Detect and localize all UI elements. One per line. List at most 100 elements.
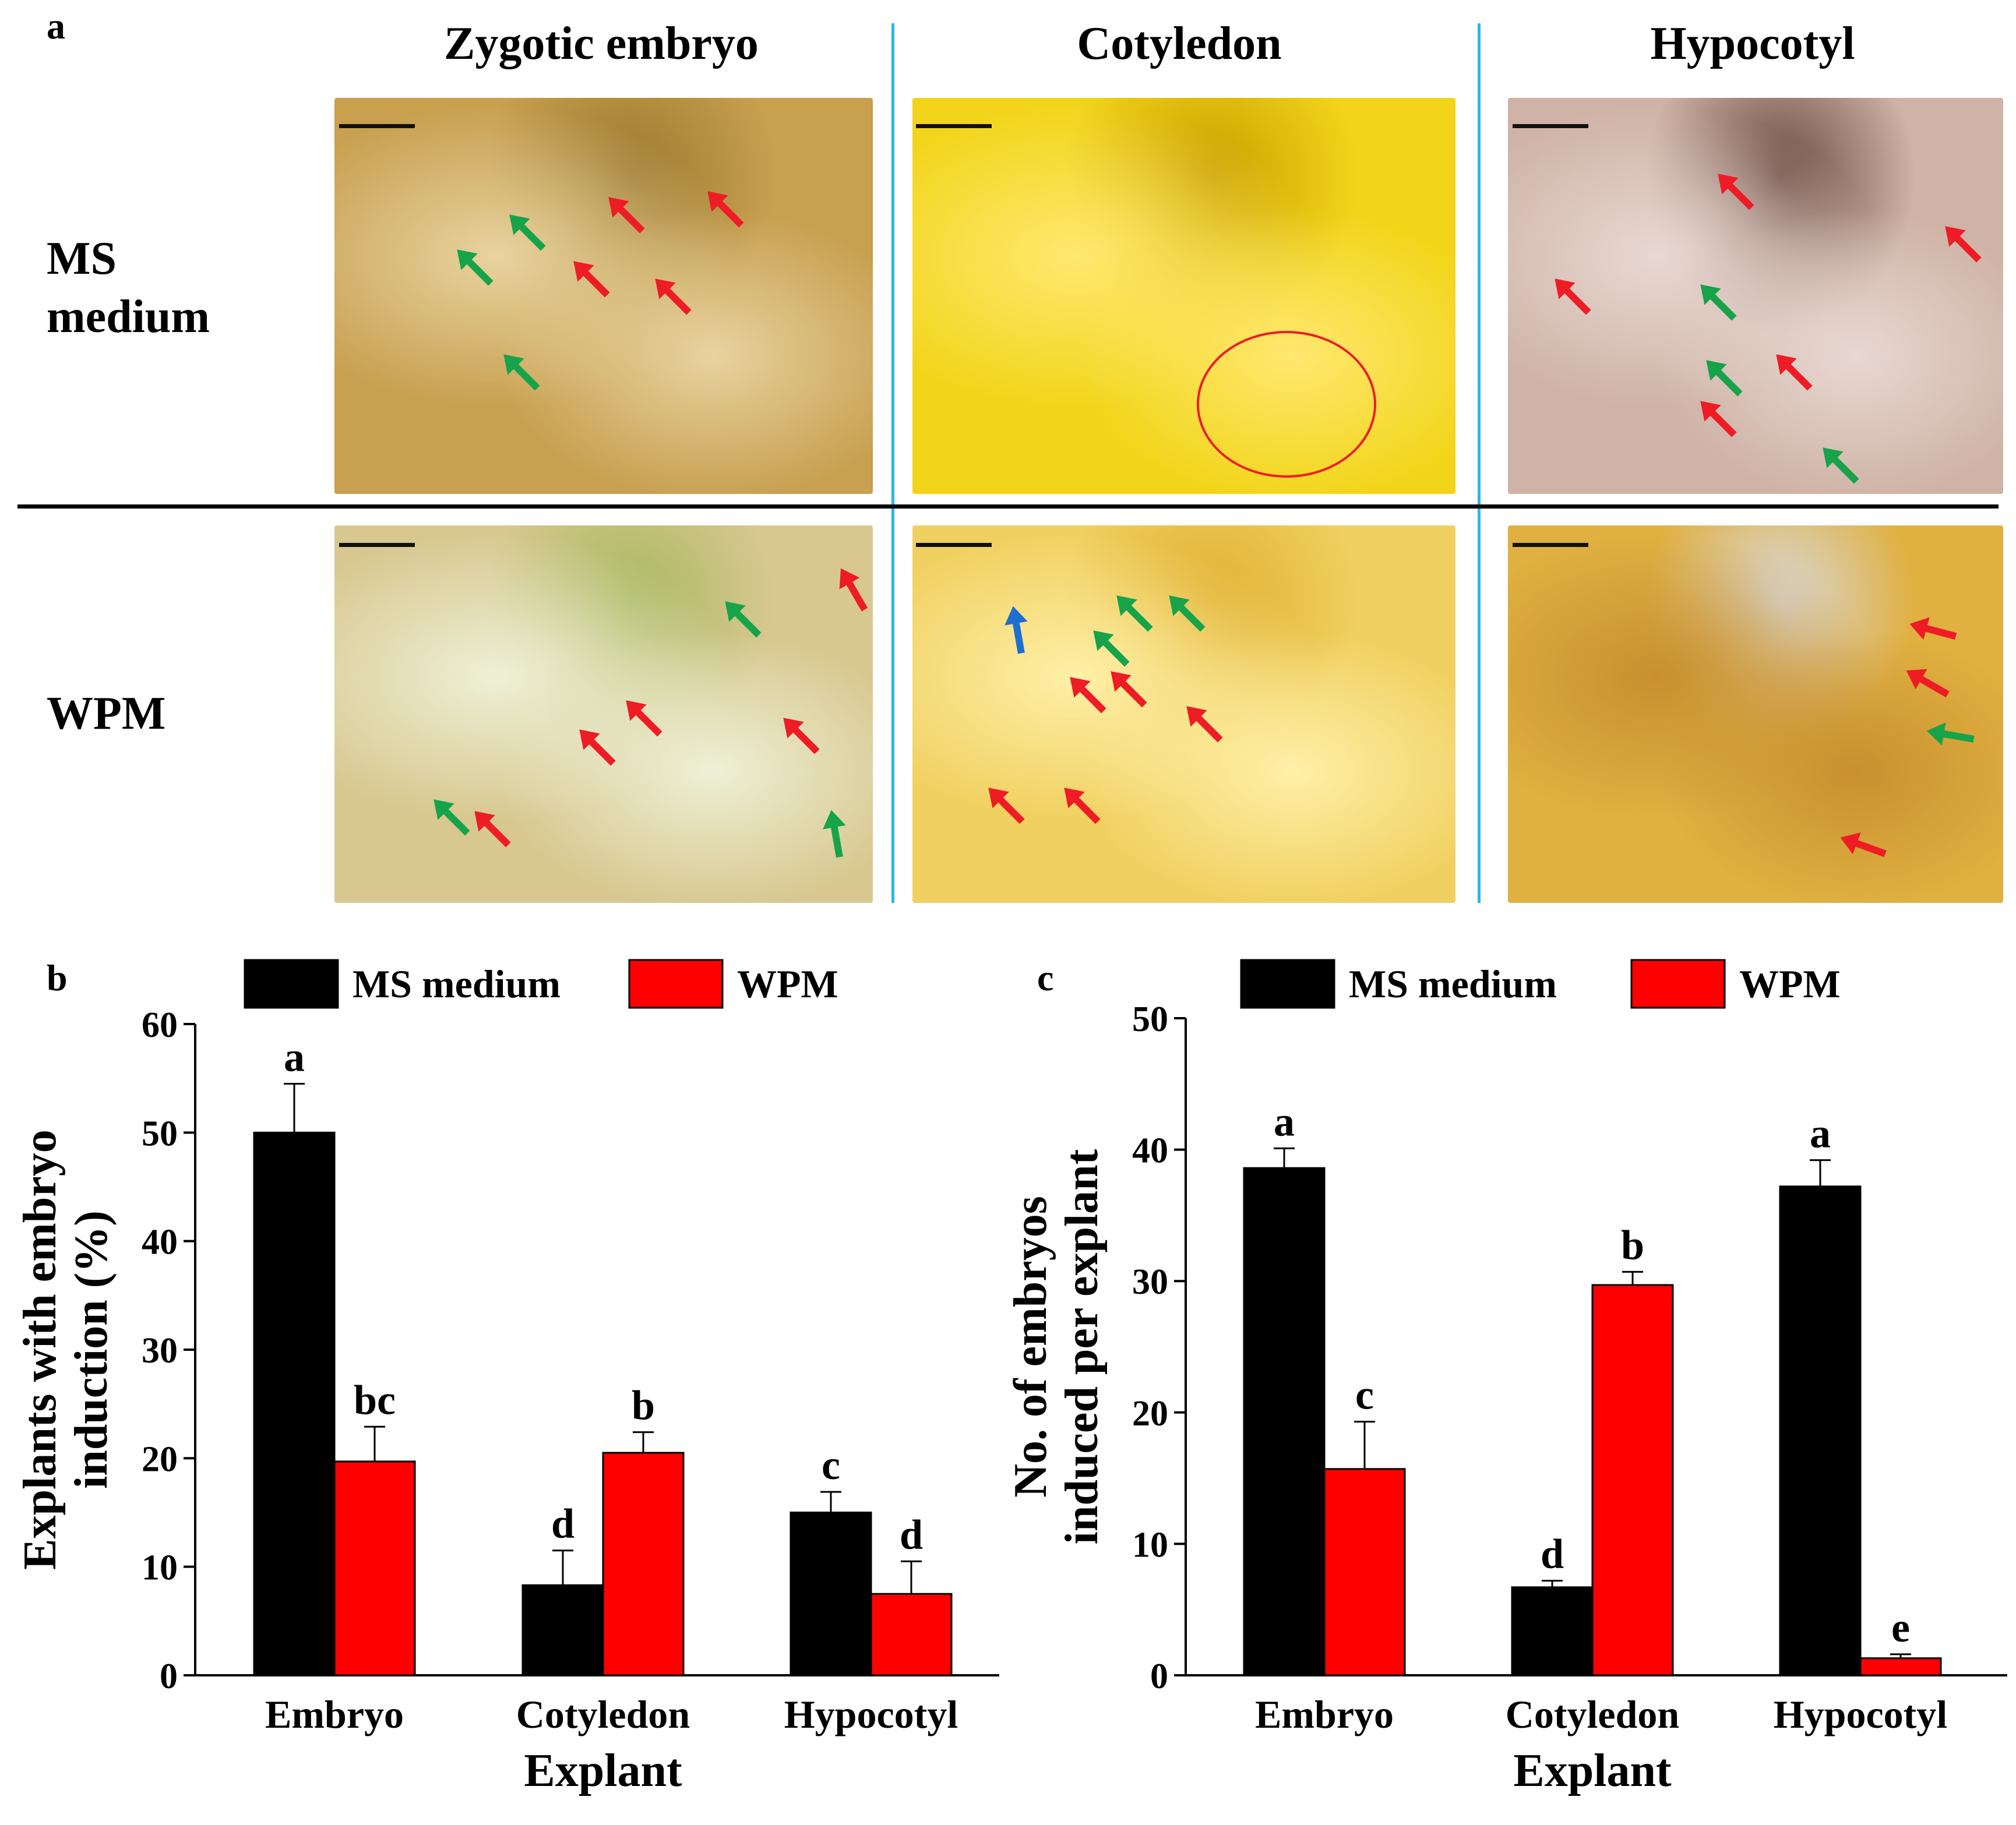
red-arrow-icon [655,278,692,315]
significance-letter: b [632,1382,655,1429]
panel-a-letter: a [47,5,65,47]
bar-wpm-cotyledon [602,1452,685,1676]
significance-letter: d [1541,1531,1564,1577]
bar-ms-medium-embryo [1243,1167,1326,1676]
y-tick-label: 20 [142,1439,178,1479]
green-arrow-icon [1093,630,1130,667]
y-tick-label: 0 [1150,1657,1168,1696]
row-label-ms-line1: MS [47,233,117,284]
photo-wpm-cotyledon [912,525,1455,903]
red-arrow-icon [573,261,610,298]
red-arrow-icon [1909,617,1957,640]
scale-bar [916,543,992,547]
photo-ms-zygotic-embryo [334,98,873,494]
significance-letter: a [1274,1098,1295,1145]
red-arrow-icon [1186,706,1223,743]
row-label-ms-medium: MS medium [47,230,210,346]
y-tick-label: 40 [1132,1131,1168,1171]
x-tick-label-hypocotyl: Hypocotyl [1774,1692,1947,1736]
significance-letter: c [822,1442,840,1488]
red-arrow-icon [608,197,645,234]
legend-swatch-0 [1240,959,1335,1009]
green-arrow-icon [1823,447,1859,484]
row-divider [17,504,1999,509]
scale-bar [339,124,415,128]
panel-c-letter: c [1037,957,1053,998]
x-tick-label-embryo: Embryo [265,1692,404,1736]
red-arrow-icon [1840,832,1887,857]
legend-label-0: MS medium [353,962,561,1006]
column-divider-2 [1478,23,1481,903]
row-label-ms-line2: medium [47,291,210,343]
red-arrow-icon [474,811,511,848]
scale-bar [1513,124,1588,128]
red-arrow-icon [707,191,744,228]
green-arrow-icon [1926,722,1975,746]
bar-wpm-embryo [333,1460,416,1676]
scale-bar [339,543,415,547]
scale-bar [1513,543,1588,547]
x-tick-label-hypocotyl: Hypocotyl [784,1692,958,1736]
x-axis-label: Explant [524,1745,682,1796]
bar-ms-medium-embryo [253,1131,336,1676]
green-arrow-icon [509,214,546,251]
y-tick-label: 30 [1132,1262,1168,1302]
column-title-cotyledon: Cotyledon [1077,18,1282,69]
significance-letter: c [1355,1372,1374,1418]
y-tick-label: 60 [142,1005,178,1045]
y-tick-label: 50 [1132,1000,1168,1039]
red-arrow-icon [1064,788,1101,824]
legend-swatch-0 [244,959,339,1009]
green-arrow-icon [1706,360,1743,397]
red-arrow-icon [1718,174,1754,210]
chart-b: b MS medium WPM 0 10 20 30 40 50 60 Explants with … [15,957,999,1796]
green-arrow-icon [725,601,762,638]
green-arrow-icon [457,249,494,286]
y-tick-label: 50 [142,1114,178,1153]
bar-ms-medium-cotyledon [1511,1586,1594,1676]
red-arrow-icon [839,568,868,612]
legend-swatch-1 [628,959,724,1009]
legend-label-1: WPM [1739,962,1841,1006]
red-arrow-icon [1070,677,1106,714]
row-label-wpm: WPM [47,684,165,743]
column-title-zygotic-embryo: Zygotic embryo [444,18,759,69]
scale-bar [916,124,992,128]
green-arrow-icon [1116,595,1153,632]
significance-letter: b [1621,1222,1644,1268]
bar-ms-medium-hypocotyl [790,1512,872,1676]
y-tick-label: 20 [1132,1394,1168,1434]
bar-ms-medium-cotyledon [521,1584,604,1676]
green-arrow-icon [503,354,540,391]
red-arrow-icon [1555,278,1591,315]
red-arrow-icon [783,718,820,754]
red-arrow-icon [1906,669,1950,698]
y-tick-label: 0 [160,1657,178,1696]
significance-letter: a [284,1033,305,1080]
bar-wpm-hypocotyl [1859,1657,1942,1676]
bar-wpm-cotyledon [1591,1284,1674,1676]
photo-wpm-hypocotyl [1508,525,2003,903]
significance-letter: d [900,1511,923,1558]
red-arrow-icon [1700,401,1737,437]
red-arrow-icon [1776,354,1813,391]
red-arrow-icon [1945,226,1982,263]
blue-arrow-icon [1005,606,1028,654]
bar-wpm-hypocotyl [870,1593,953,1676]
significance-letter: a [1810,1110,1831,1157]
red-arrow-icon [988,788,1025,824]
x-tick-label-cotyledon: Cotyledon [1506,1692,1679,1736]
photo-wpm-zygotic-embryo [334,525,873,903]
green-arrow-icon [1700,284,1737,321]
green-arrow-icon [433,799,470,836]
photo-ms-hypocotyl [1508,98,2003,494]
photo-ms-cotyledon [912,98,1455,494]
y-tick-label: 10 [1132,1525,1168,1565]
y-axis-label: Explants with embryoinduction (%) [15,1129,117,1570]
legend-swatch-1 [1630,959,1726,1009]
green-arrow-icon [823,810,846,858]
x-tick-label-cotyledon: Cotyledon [516,1692,690,1736]
significance-letter: e [1891,1604,1910,1651]
bar-ms-medium-hypocotyl [1779,1185,1862,1676]
legend-label-0: MS medium [1349,962,1557,1006]
